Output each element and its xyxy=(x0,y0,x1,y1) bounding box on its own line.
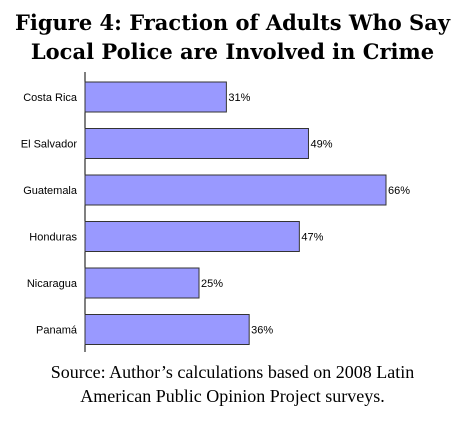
source-line-1: Source: Author’s calculations based on 2… xyxy=(50,362,415,382)
bar xyxy=(84,81,227,113)
chart-title: Figure 4: Fraction of Adults Who Say Loc… xyxy=(0,8,465,66)
data-label: 47% xyxy=(301,232,323,244)
source-note: Source: Author’s calculations based on 2… xyxy=(0,360,465,408)
title-line-1: Figure 4: Fraction of Adults Who Say xyxy=(14,10,451,35)
category-label: El Salvador xyxy=(21,139,78,151)
bar-chart: Costa Rica 31% El Salvador 49% Guatemala 66% H… xyxy=(21,72,410,352)
category-label: Nicaragua xyxy=(27,278,78,290)
source-line-2: American Public Opinion Project surveys. xyxy=(80,386,385,406)
bar xyxy=(84,267,200,299)
category-label: Costa Rica xyxy=(23,92,78,104)
bar xyxy=(84,221,300,252)
category-label: Guatemala xyxy=(23,185,78,197)
data-label: 31% xyxy=(228,92,250,104)
title-line-2: Local Police are Involved in Crime xyxy=(30,39,435,64)
data-label: 66% xyxy=(388,185,410,197)
category-label: Panamá xyxy=(36,325,78,337)
data-label: 25% xyxy=(201,278,223,290)
bar xyxy=(84,314,250,345)
data-label: 36% xyxy=(251,325,273,337)
data-label: 49% xyxy=(310,139,332,151)
category-label: Honduras xyxy=(29,232,77,244)
bar xyxy=(84,128,309,159)
bar xyxy=(84,174,387,206)
